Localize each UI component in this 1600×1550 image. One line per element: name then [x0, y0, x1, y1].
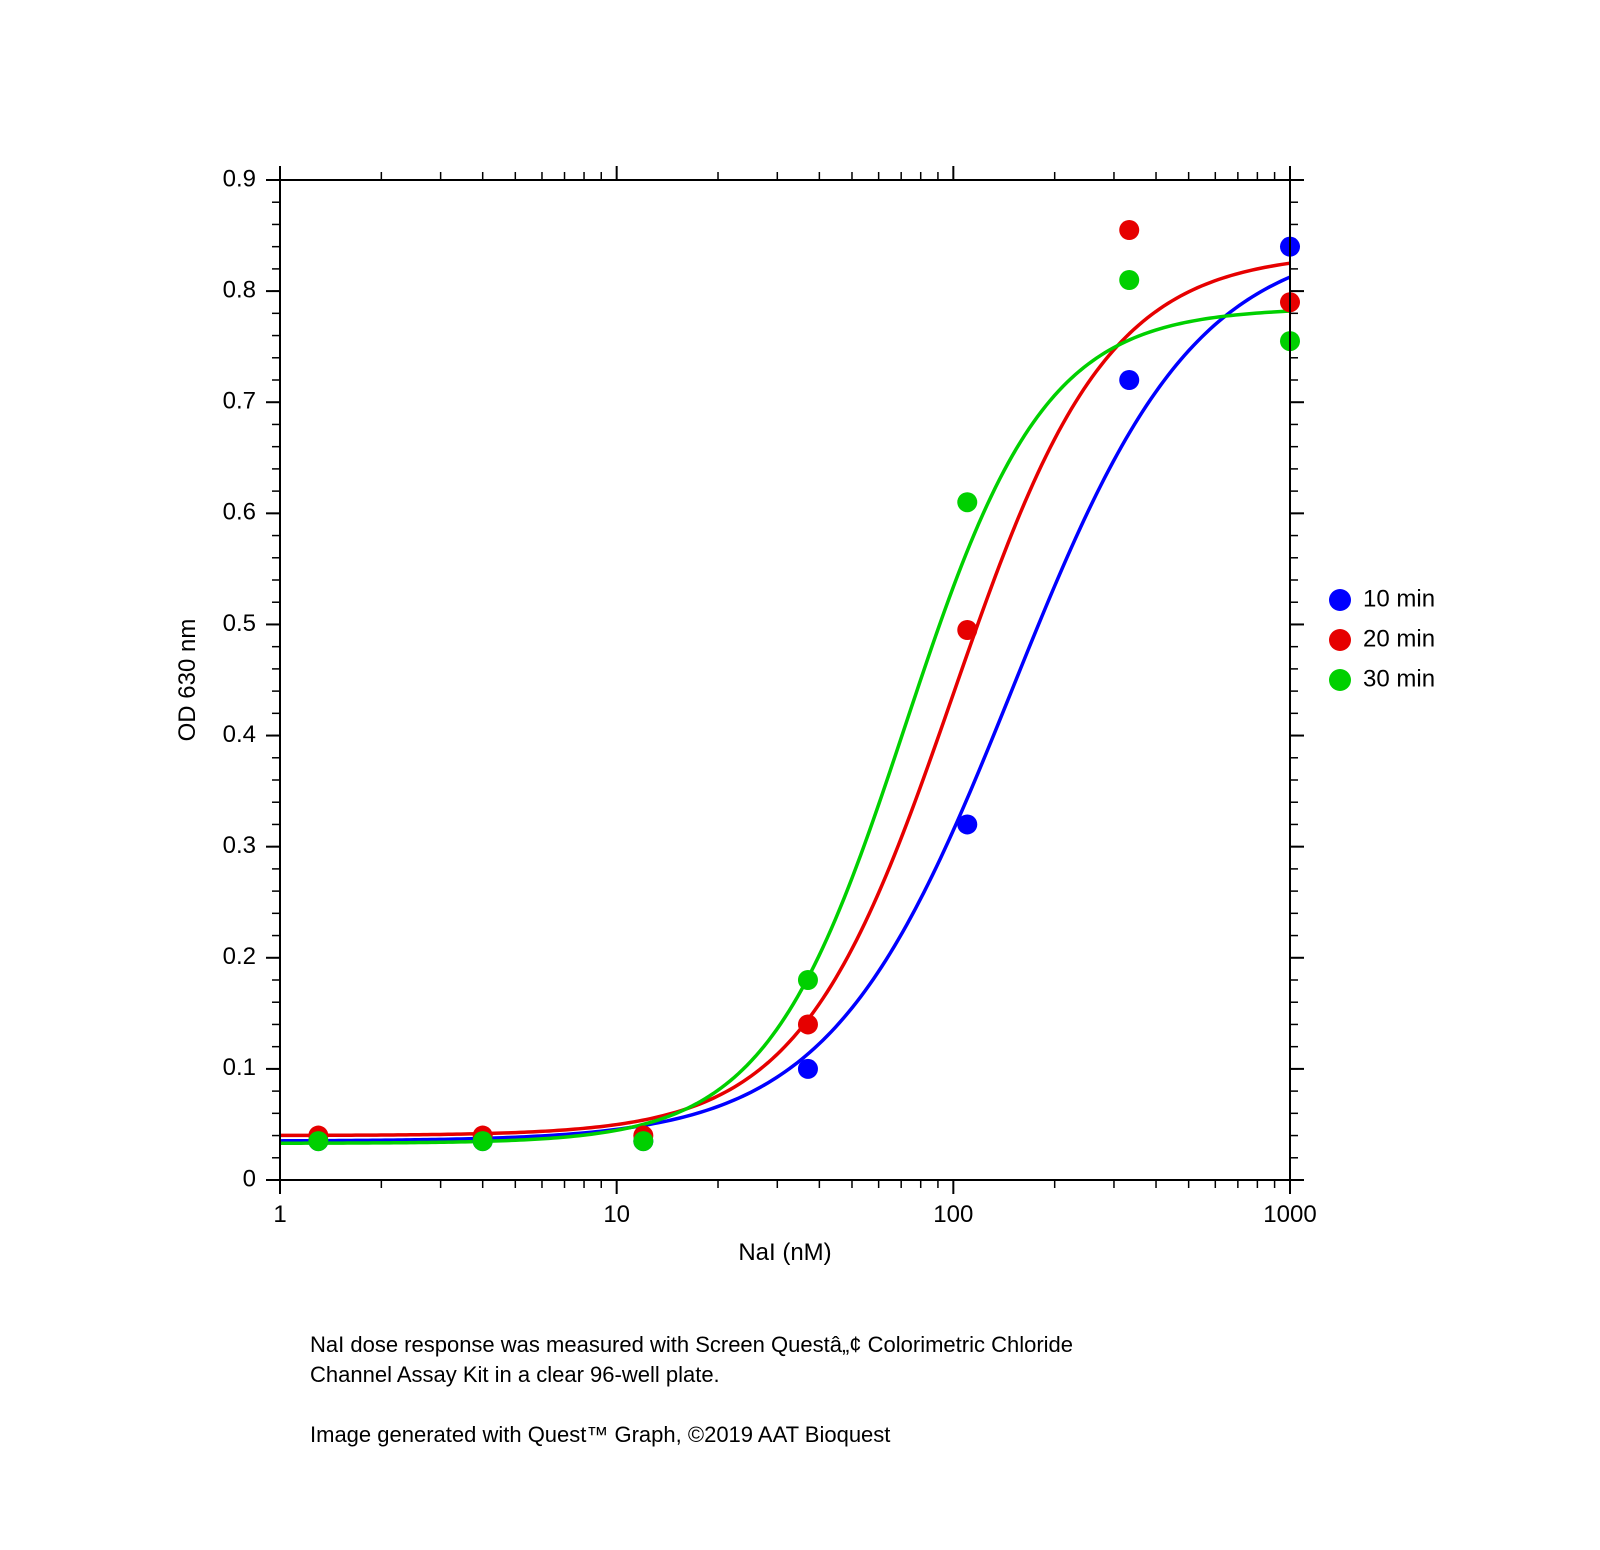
data-point-s20	[1119, 220, 1139, 240]
svg-text:0.9: 0.9	[223, 165, 256, 192]
data-point-s20	[957, 620, 977, 640]
data-point-s20	[798, 1014, 818, 1034]
svg-text:100: 100	[933, 1201, 973, 1228]
svg-text:1000: 1000	[1263, 1201, 1316, 1228]
legend-marker-s30	[1329, 669, 1351, 691]
caption-line-3: Image generated with Quest™ Graph, ©2019…	[310, 1420, 890, 1450]
data-point-s30	[798, 970, 818, 990]
svg-text:0.7: 0.7	[223, 388, 256, 415]
legend-label-s10: 10 min	[1363, 585, 1435, 612]
svg-text:OD 630 nm: OD 630 nm	[174, 619, 201, 742]
legend-label-s20: 20 min	[1363, 625, 1435, 652]
legend-marker-s20	[1329, 629, 1351, 651]
svg-text:NaI (nM): NaI (nM)	[738, 1239, 831, 1266]
data-point-s10	[1119, 370, 1139, 390]
svg-text:0.3: 0.3	[223, 832, 256, 859]
data-point-s10	[957, 814, 977, 834]
svg-text:0.1: 0.1	[223, 1054, 256, 1081]
data-point-s30	[633, 1131, 653, 1151]
svg-text:0: 0	[243, 1165, 256, 1192]
dose-response-chart: 0 0.1 0.2 0.3 0.4 0.5 0.6 0.7 0.8 0.9 OD 630 nm 1 10…	[0, 0, 1600, 1550]
data-point-s30	[1119, 270, 1139, 290]
data-point-s30	[957, 492, 977, 512]
svg-text:0.4: 0.4	[223, 721, 256, 748]
svg-text:0.2: 0.2	[223, 943, 256, 970]
data-point-s30	[308, 1131, 328, 1151]
page: 0 0.1 0.2 0.3 0.4 0.5 0.6 0.7 0.8 0.9 OD 630 nm 1 10…	[0, 0, 1600, 1550]
legend-label-s30: 30 min	[1363, 665, 1435, 692]
svg-text:10: 10	[603, 1201, 630, 1228]
data-point-s10	[798, 1059, 818, 1079]
svg-text:1: 1	[273, 1201, 286, 1228]
legend-marker-s10	[1329, 589, 1351, 611]
caption-line-1: NaI dose response was measured with Scre…	[310, 1330, 1073, 1360]
caption-line-2: Channel Assay Kit in a clear 96-well pla…	[310, 1360, 720, 1390]
svg-text:0.8: 0.8	[223, 276, 256, 303]
svg-text:0.6: 0.6	[223, 499, 256, 526]
data-point-s30	[473, 1131, 493, 1151]
svg-text:0.5: 0.5	[223, 610, 256, 637]
